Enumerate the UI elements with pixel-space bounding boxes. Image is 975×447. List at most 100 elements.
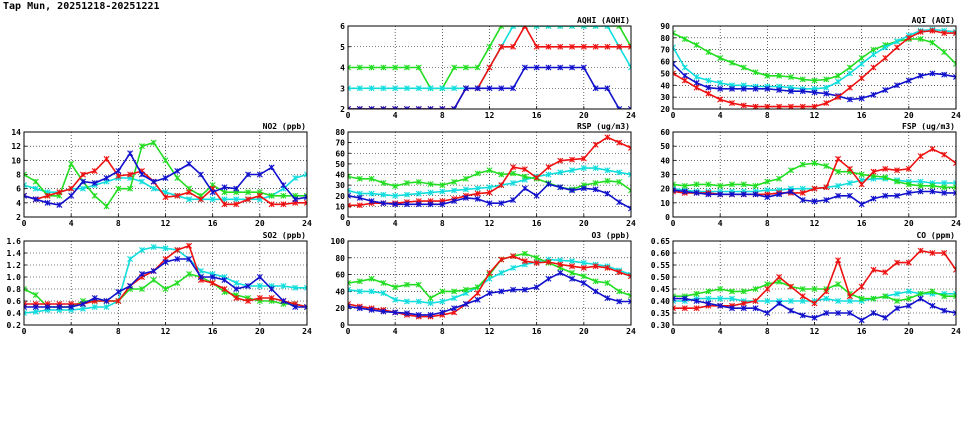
data-point-blue [917, 295, 924, 302]
data-point-cyan [292, 175, 299, 182]
data-point-blue [79, 178, 86, 185]
data-point-blue [292, 196, 299, 203]
data-point-blue [24, 192, 27, 199]
data-point-red [835, 94, 842, 101]
x-tick-label: 4 [718, 219, 723, 228]
y-tick-label: 0 [665, 213, 670, 222]
data-point-green [835, 72, 842, 79]
data-point-blue [628, 298, 631, 305]
data-point-red [905, 259, 912, 266]
y-tick-label: 100 [331, 237, 346, 246]
data-point-cyan [705, 77, 712, 84]
data-point-cyan [474, 185, 481, 192]
data-point-green [616, 26, 623, 29]
y-tick-label: 60 [660, 58, 670, 67]
data-point-cyan [604, 26, 611, 29]
x-tick-label: 24 [951, 111, 961, 120]
data-point-blue [752, 305, 759, 312]
data-point-cyan [705, 295, 712, 302]
data-point-blue [776, 191, 783, 198]
x-tick-label: 16 [532, 327, 542, 336]
data-point-green [462, 175, 469, 182]
data-point-blue [103, 298, 110, 304]
x-tick-label: 12 [161, 219, 171, 228]
data-point-red [245, 196, 252, 203]
data-point-red [894, 167, 901, 174]
data-point-cyan [451, 85, 458, 92]
y-tick-label: 4 [16, 199, 21, 208]
data-point-blue [280, 298, 287, 304]
data-point-red [787, 283, 794, 290]
data-point-red [533, 259, 540, 266]
data-point-blue [580, 185, 587, 192]
x-tick-label: 8 [116, 219, 121, 228]
data-point-red [953, 160, 956, 167]
data-point-blue [521, 185, 528, 192]
data-point-green [268, 192, 275, 199]
data-point-green [823, 76, 830, 83]
data-point-cyan [846, 298, 853, 304]
data-point-red [533, 43, 540, 50]
data-point-cyan [380, 191, 387, 198]
data-point-cyan [403, 298, 410, 305]
data-point-red [545, 43, 552, 50]
data-point-blue [580, 280, 587, 286]
data-point-blue [56, 201, 63, 208]
data-point-red [545, 259, 552, 265]
x-tick-label: 20 [255, 327, 265, 336]
y-tick-label: 80 [660, 34, 670, 43]
data-point-blue [510, 286, 517, 293]
data-point-red [882, 55, 889, 62]
data-point-red [953, 266, 956, 273]
data-point-cyan [138, 178, 145, 185]
data-point-green [740, 288, 747, 295]
data-point-cyan [427, 85, 434, 92]
x-tick-label: 24 [302, 219, 312, 228]
y-tick-label: 0.2 [7, 321, 22, 330]
data-point-green [728, 181, 735, 188]
data-point-blue [233, 185, 240, 192]
x-tick-label: 0 [671, 219, 676, 228]
data-point-green [368, 64, 375, 71]
panel-title: AQI (AQI) [912, 16, 955, 25]
data-point-red [498, 182, 505, 189]
data-point-red [268, 295, 275, 301]
data-point-green [858, 295, 865, 302]
data-point-blue [823, 310, 830, 316]
data-point-red [348, 202, 351, 209]
data-point-blue [209, 274, 216, 280]
data-point-red [941, 30, 948, 37]
data-point-cyan [32, 308, 39, 315]
data-point-blue [846, 96, 853, 103]
data-point-blue [427, 106, 434, 109]
data-point-blue [905, 302, 912, 309]
data-point-red [705, 90, 712, 97]
data-point-cyan [592, 165, 599, 172]
data-point-red [776, 103, 783, 109]
data-point-red [882, 269, 889, 276]
data-point-green [348, 173, 351, 180]
data-point-red [186, 189, 193, 196]
data-point-blue [693, 79, 700, 86]
x-tick-label: 4 [393, 219, 398, 228]
data-point-blue [929, 302, 936, 309]
data-point-blue [592, 186, 599, 193]
y-tick-label: 0.65 [651, 237, 670, 246]
data-point-blue [740, 85, 747, 92]
data-point-cyan [905, 288, 912, 295]
data-point-cyan [787, 298, 794, 304]
data-point-red [348, 301, 351, 307]
y-tick-label: 12 [11, 142, 21, 151]
data-point-green [764, 72, 771, 79]
data-point-green [740, 181, 747, 188]
data-point-red [941, 151, 948, 158]
y-tick-label: 10 [335, 202, 345, 211]
data-point-red [569, 263, 576, 270]
data-point-blue [858, 201, 865, 208]
data-point-red [894, 44, 901, 51]
data-point-blue [486, 200, 493, 207]
data-point-green [498, 26, 505, 29]
data-point-red [799, 103, 806, 109]
data-point-blue [580, 64, 587, 71]
data-point-cyan [427, 300, 434, 307]
